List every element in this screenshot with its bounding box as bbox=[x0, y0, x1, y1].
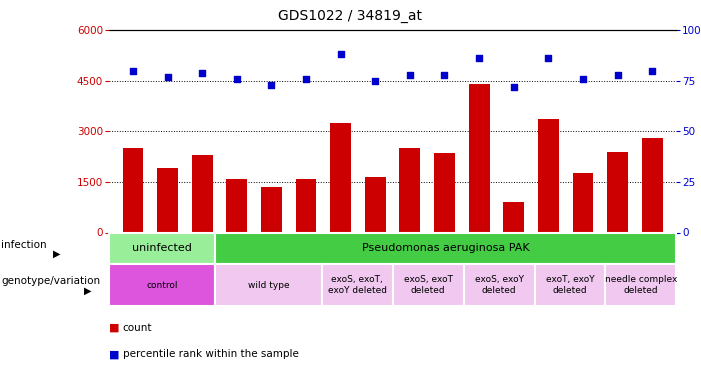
Bar bbox=[226, 178, 247, 232]
Text: exoS, exoT
deleted: exoS, exoT deleted bbox=[404, 275, 453, 295]
Point bbox=[369, 78, 381, 84]
Text: Pseudomonas aeruginosa PAK: Pseudomonas aeruginosa PAK bbox=[362, 243, 529, 254]
Point bbox=[196, 69, 207, 75]
Text: needle complex
deleted: needle complex deleted bbox=[605, 275, 677, 295]
Bar bbox=[215, 232, 676, 264]
Point bbox=[473, 56, 484, 62]
Point bbox=[404, 72, 416, 78]
Text: exoT, exoY
deleted: exoT, exoY deleted bbox=[545, 275, 594, 295]
Bar bbox=[157, 168, 178, 232]
Text: control: control bbox=[146, 280, 177, 290]
Bar bbox=[322, 264, 393, 306]
Bar bbox=[109, 264, 215, 306]
Point bbox=[439, 72, 450, 78]
Bar bbox=[573, 173, 593, 232]
Bar bbox=[192, 155, 212, 232]
Point bbox=[646, 68, 658, 74]
Bar bbox=[261, 187, 282, 232]
Point bbox=[612, 72, 623, 78]
Text: GDS1022 / 34819_at: GDS1022 / 34819_at bbox=[278, 9, 423, 23]
Bar bbox=[503, 202, 524, 232]
Text: ▶: ▶ bbox=[53, 249, 60, 259]
Point bbox=[231, 76, 243, 82]
Bar bbox=[123, 148, 143, 232]
Bar bbox=[215, 264, 322, 306]
Point bbox=[508, 84, 519, 90]
Bar bbox=[434, 153, 455, 232]
Bar bbox=[535, 264, 606, 306]
Text: exoS, exoT,
exoY deleted: exoS, exoT, exoY deleted bbox=[327, 275, 386, 295]
Bar bbox=[393, 264, 463, 306]
Text: uninfected: uninfected bbox=[132, 243, 192, 254]
Text: ■: ■ bbox=[109, 350, 119, 359]
Text: percentile rank within the sample: percentile rank within the sample bbox=[123, 350, 299, 359]
Point bbox=[266, 82, 277, 88]
Point bbox=[162, 74, 173, 80]
Text: genotype/variation: genotype/variation bbox=[1, 276, 100, 286]
Point bbox=[128, 68, 139, 74]
Text: exoS, exoY
deleted: exoS, exoY deleted bbox=[475, 275, 524, 295]
Bar bbox=[538, 119, 559, 232]
Text: wild type: wild type bbox=[247, 280, 290, 290]
Bar bbox=[463, 264, 535, 306]
Text: count: count bbox=[123, 323, 152, 333]
Bar bbox=[109, 232, 215, 264]
Bar bbox=[400, 148, 421, 232]
Bar bbox=[607, 152, 628, 232]
Point bbox=[301, 76, 312, 82]
Point bbox=[335, 51, 346, 57]
Text: infection: infection bbox=[1, 240, 47, 250]
Bar bbox=[469, 84, 489, 232]
Bar bbox=[296, 179, 316, 232]
Bar bbox=[642, 138, 662, 232]
Bar bbox=[365, 177, 386, 232]
Point bbox=[543, 56, 554, 62]
Text: ▶: ▶ bbox=[84, 286, 92, 296]
Text: ■: ■ bbox=[109, 323, 119, 333]
Point bbox=[578, 76, 589, 82]
Bar bbox=[330, 123, 351, 232]
Bar bbox=[606, 264, 676, 306]
